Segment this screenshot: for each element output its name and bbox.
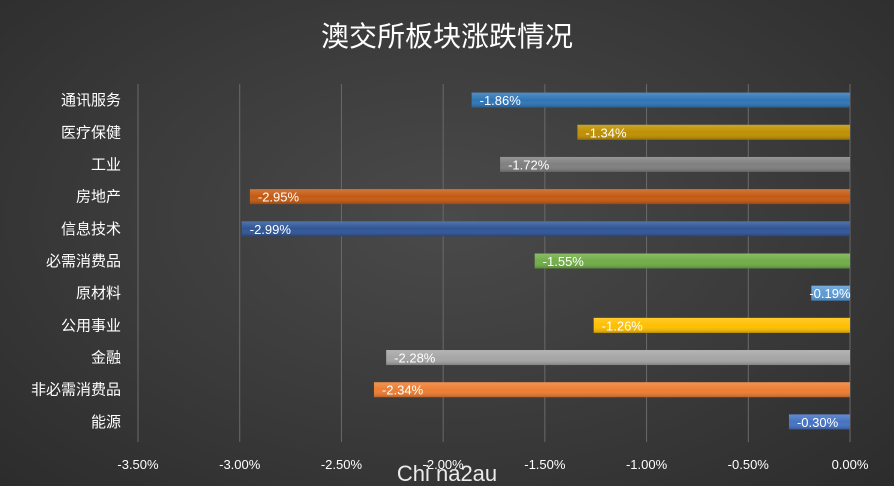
bar-shading (788, 414, 850, 430)
category-label: 房地产 (76, 188, 121, 206)
bar-shading (471, 92, 850, 108)
bar-shading (241, 221, 851, 237)
x-tick-label: -2.00% (423, 457, 465, 472)
x-tick-label: -0.50% (728, 457, 770, 472)
bar-shading (373, 382, 850, 398)
category-label: 通讯服务 (61, 91, 121, 109)
category-label: 非必需消费品 (31, 381, 121, 399)
data-label: -1.26% (602, 318, 644, 333)
x-tick-label: 0.00% (832, 457, 869, 472)
x-tick-label: -1.00% (626, 457, 668, 472)
category-label: 信息技术 (61, 220, 121, 238)
category-label: 必需消费品 (46, 252, 121, 270)
category-label: 公用事业 (61, 316, 121, 334)
x-axis-tick-labels: -3.50% -3.00% -2.50% -2.00% -1.50% -1.00% -0.5… (117, 457, 868, 472)
bar-shading (500, 156, 850, 172)
bar-shading (249, 189, 850, 205)
data-label: -2.99% (250, 222, 292, 237)
category-label: 能源 (91, 413, 121, 431)
data-label: -0.30% (797, 415, 839, 430)
x-tick-label: -3.00% (219, 457, 261, 472)
bar-shading (386, 350, 850, 366)
category-label: 医疗保健 (61, 123, 121, 141)
bar-shading (811, 285, 850, 301)
bars: -1.86% -1.34% -1.72% -2.95% -2.99% -1.55% -0.1… (241, 92, 851, 430)
data-label: -2.95% (258, 190, 300, 205)
data-label: -1.86% (480, 93, 522, 108)
bar-shading (577, 124, 850, 140)
data-label: -1.34% (585, 125, 627, 140)
bar-shading (593, 317, 850, 333)
chart-title: 澳交所板块涨跌情况 (321, 20, 573, 53)
category-label: 原材料 (76, 284, 121, 302)
data-label: -0.19% (809, 286, 851, 301)
x-tick-label: -3.50% (117, 457, 159, 472)
category-label: 工业 (91, 155, 121, 173)
watermark: Chi na2au (397, 461, 497, 486)
data-label: -1.55% (543, 254, 585, 269)
category-label: 金融 (91, 349, 121, 367)
data-label: -2.34% (382, 383, 424, 398)
bar-shading (534, 253, 850, 269)
x-tick-label: -2.50% (321, 457, 363, 472)
x-tick-label: -1.50% (524, 457, 566, 472)
data-label: -2.28% (394, 351, 436, 366)
data-label: -1.72% (508, 157, 550, 172)
